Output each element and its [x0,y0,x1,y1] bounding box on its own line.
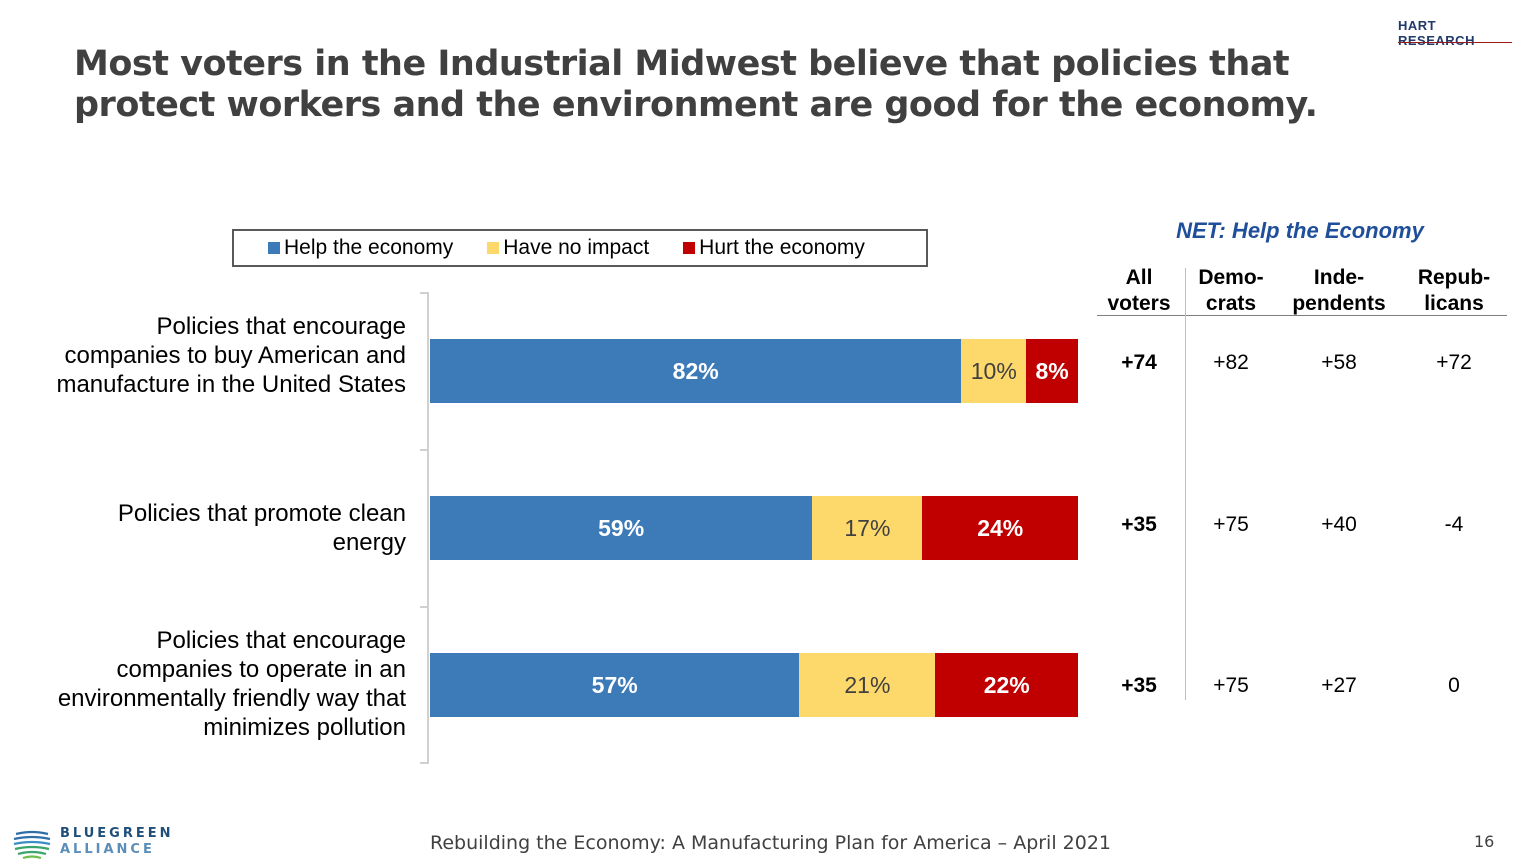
bar-segment-help: 59% [430,496,813,560]
bar-segment-hurt: 24% [922,496,1078,560]
legend-swatch-hurt [683,242,696,254]
data-label: 8% [1035,357,1069,384]
col-header-independents: Inde- pendents [1284,265,1394,317]
net-table-title: NET: Help the Economy [1176,218,1424,243]
data-label: 22% [983,671,1030,698]
col-header-line1: All [1125,266,1153,289]
page-title: Most voters in the Industrial Midwest be… [74,44,1318,125]
col-header-democrats: Demo- crats [1188,265,1274,317]
legend-item-no-impact: Have no impact [487,236,649,260]
category-axis-line [427,292,429,764]
net-table-cell: -4 [1444,513,1464,536]
bar-row: 57% 21% 22% [430,653,1078,717]
col-header-republicans: Repub- licans [1404,265,1504,317]
bar-row: 82% 10% 8% [430,339,1078,403]
legend-item-hurt: Hurt the economy [683,236,865,260]
category-label-clean-energy: Policies that promote clean energy [117,500,406,556]
chart-legend: Help the economy Have no impact Hurt the… [232,229,928,267]
globe-icon [13,830,51,860]
net-table-cell: +72 [1436,351,1472,374]
data-label: 57% [591,671,638,698]
col-header-line1: Demo- [1198,266,1264,289]
net-table-cell: +82 [1213,351,1249,374]
net-table-cell: +75 [1213,674,1249,697]
bluegreen-line1: BLUEGREEN [60,826,174,841]
col-header-line2: voters [1107,292,1171,315]
legend-label-help: Help the economy [284,236,454,259]
bar-segment-help: 57% [430,653,800,717]
bluegreen-alliance-logo: BLUEGREEN ALLIANCE [12,822,182,862]
data-label: 59% [598,514,645,541]
net-table-cell: +58 [1321,351,1357,374]
category-label-environment: Policies that encourage companies to ope… [57,627,406,741]
bar-segment-help: 82% [430,339,962,403]
legend-label-no-impact: Have no impact [503,236,650,259]
data-label: 24% [977,514,1024,541]
col-header-line1: Inde- [1313,266,1365,289]
bluegreen-line2: ALLIANCE [60,842,155,857]
net-table-cell: +40 [1321,513,1357,536]
col-header-line2: pendents [1292,292,1386,315]
page-number: 16 [1474,832,1495,851]
col-header-line2: licans [1424,292,1484,315]
col-header-line1: Repub- [1417,266,1491,289]
axis-tick [420,292,429,294]
net-table-cell: +35 [1121,513,1157,536]
net-table-cell: 0 [1448,674,1460,697]
data-label: 21% [844,671,891,698]
net-table-cell: +27 [1321,674,1357,697]
data-label: 17% [844,514,891,541]
bar-segment-hurt: 8% [1026,339,1078,403]
axis-tick [420,606,429,608]
hart-logo-text: HART RESEARCH [1398,18,1475,48]
axis-tick [420,762,429,764]
bar-row: 59% 17% 24% [430,496,1078,560]
net-table-cell: +75 [1213,513,1249,536]
data-label: 82% [672,357,719,384]
net-table-cell: +74 [1121,351,1157,374]
net-table-cell: +35 [1121,674,1157,697]
bar-segment-no-impact: 17% [812,496,923,560]
bar-segment-no-impact: 21% [799,653,936,717]
legend-swatch-help [268,242,280,254]
table-header-rule [1097,315,1507,316]
legend-item-help: Help the economy [268,236,453,260]
legend-swatch-no-impact [487,242,500,254]
table-column-separator [1185,268,1186,700]
data-label: 10% [970,357,1017,384]
category-label-buy-american: Policies that encourage companies to buy… [56,313,406,398]
bar-segment-hurt: 22% [935,653,1078,717]
col-header-line2: crats [1205,292,1257,315]
footer-text: Rebuilding the Economy: A Manufacturing … [430,832,1112,854]
legend-label-hurt: Hurt the economy [699,236,865,259]
hart-research-logo: HART RESEARCH [1398,18,1514,48]
axis-tick [420,449,429,451]
col-header-all-voters: All voters [1097,265,1181,317]
bar-segment-no-impact: 10% [961,339,1027,403]
hart-logo-rule [1398,42,1512,43]
